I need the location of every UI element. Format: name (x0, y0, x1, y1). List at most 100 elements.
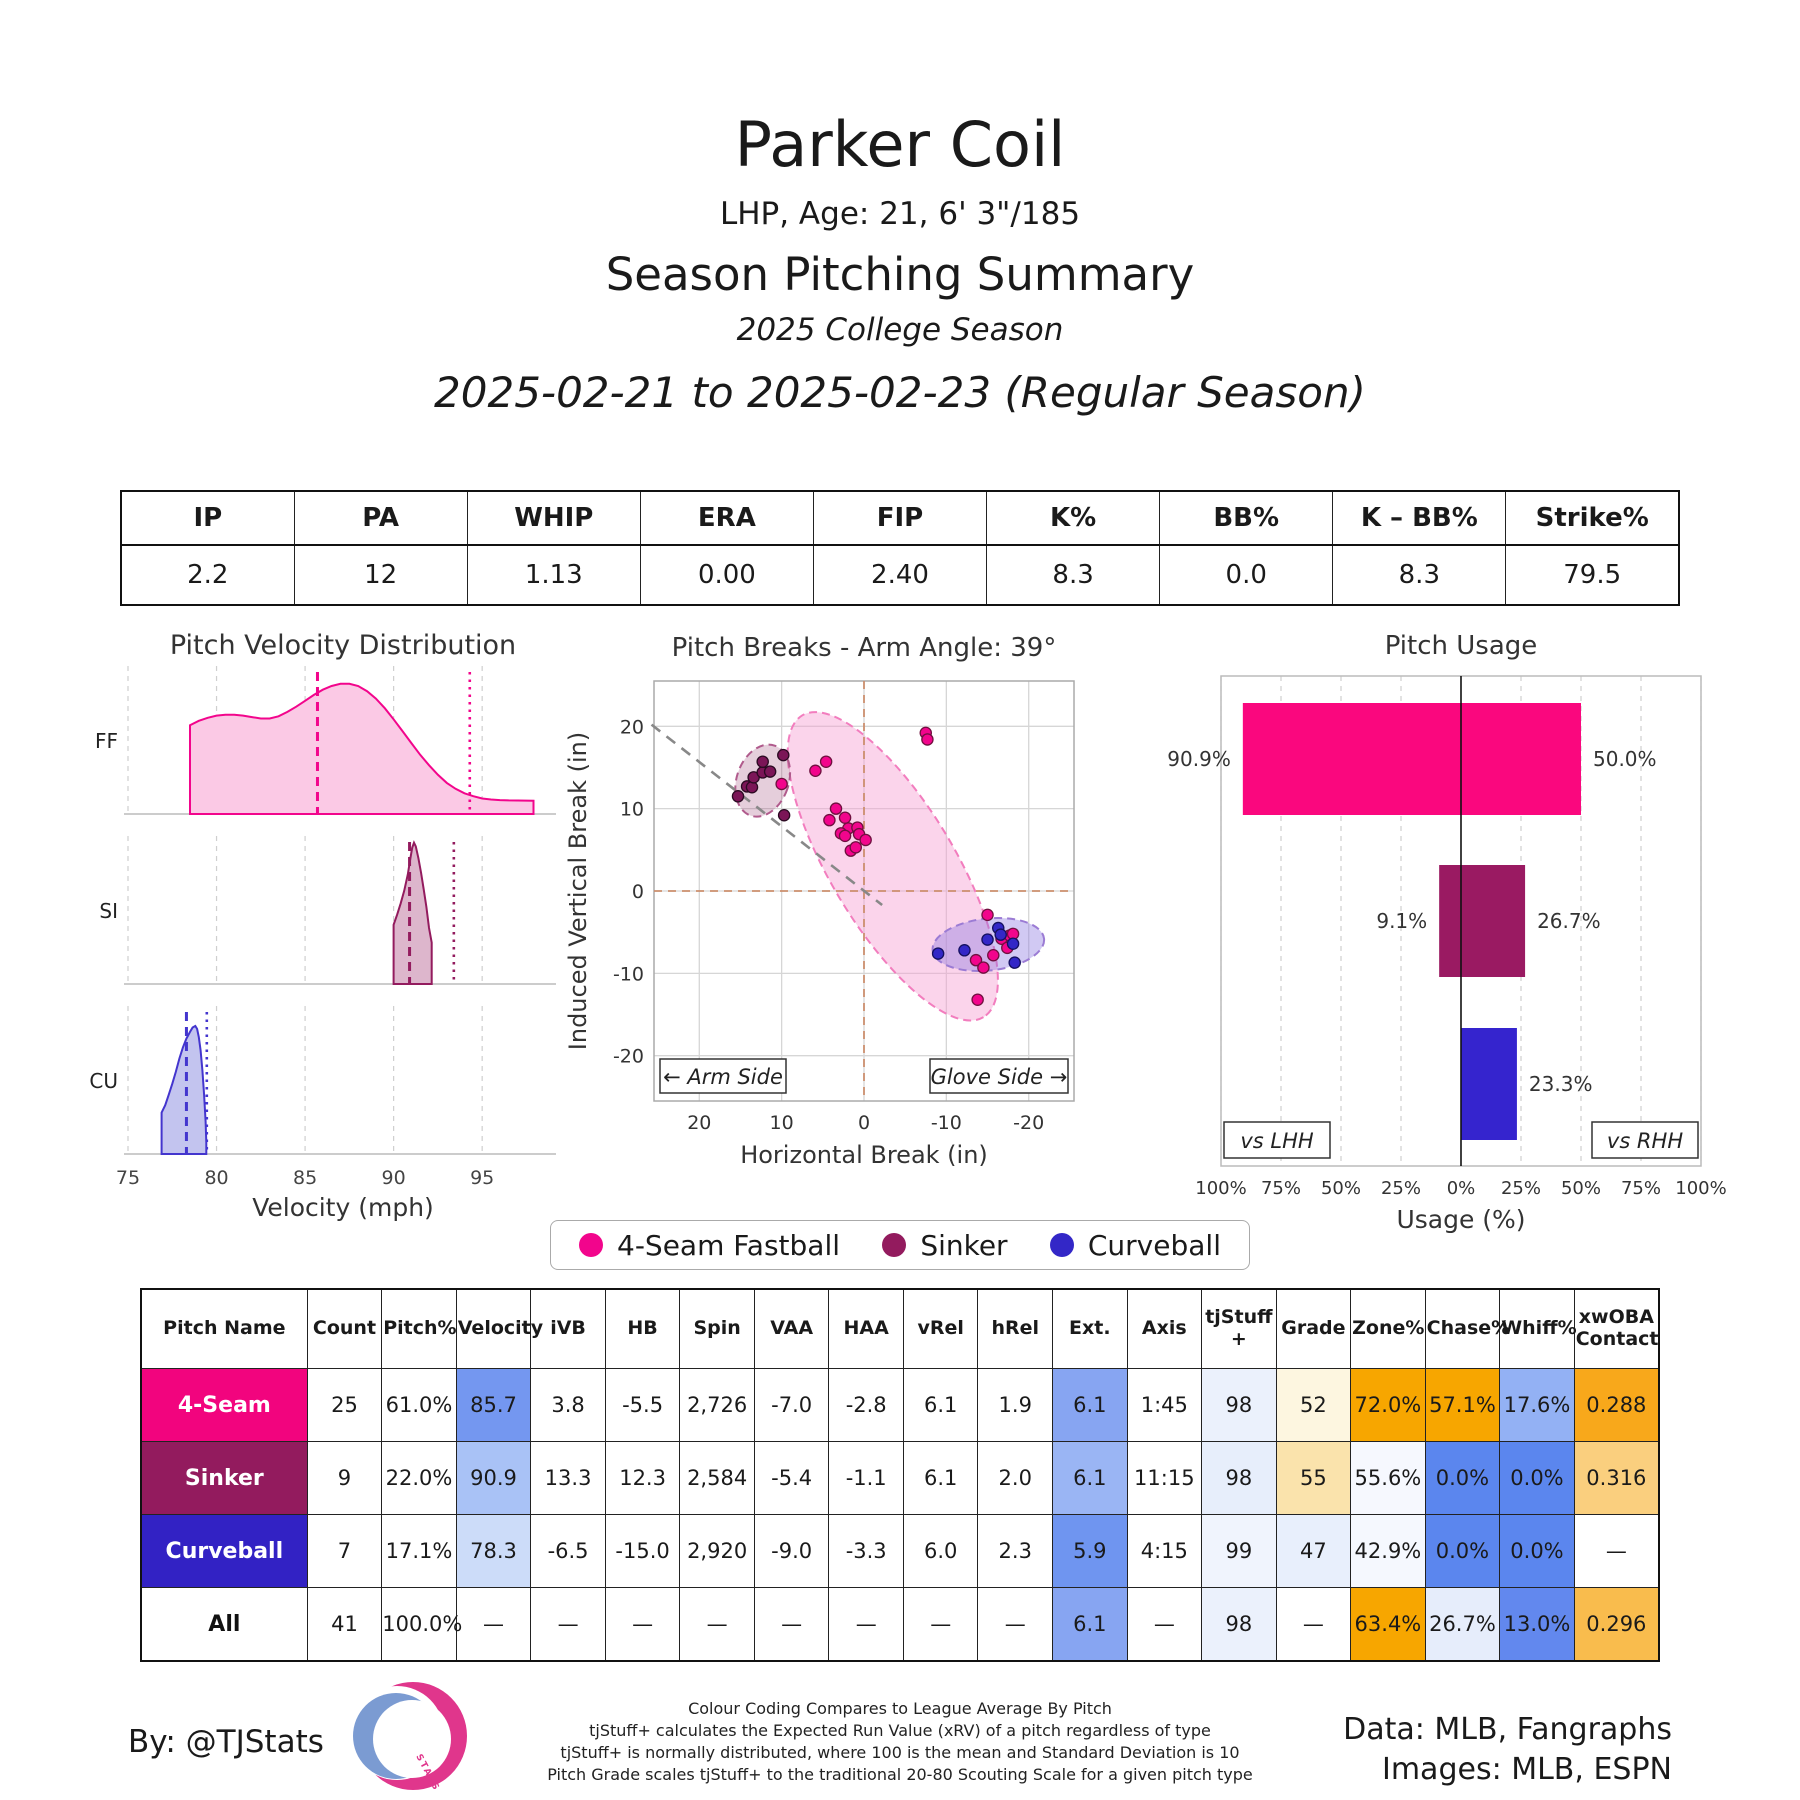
pitch-stat-cell: 41 (306, 1587, 383, 1662)
pitch-stat-cell: 13.0% (1499, 1587, 1575, 1662)
usage-right-label: 26.7% (1537, 909, 1601, 933)
pitch-table-col-header: Grade (1275, 1288, 1352, 1369)
pitch-stat-cell: 98 (1201, 1368, 1277, 1442)
pitch-stat-cell: 7 (306, 1514, 383, 1588)
pitch-table-col-header: Chase% (1424, 1288, 1510, 1369)
pitch-stat-cell: -6.5 (530, 1514, 606, 1588)
pitch-stat-cell: — (1126, 1587, 1203, 1662)
data-credit-line: Data: MLB, Fangraphs (1343, 1712, 1672, 1747)
pitch-stat-cell: 78.3 (455, 1514, 532, 1588)
pitch-table-row-all: All 41 100.0% — — — — — — — —6.1—98—63.4% 26.7% 13.0… (140, 1587, 1660, 1662)
pitch-stat-cell: 17.1% (381, 1514, 457, 1588)
pitch-point-curveball (1008, 956, 1021, 969)
summary-col-header: IP (120, 490, 295, 546)
legend-item-4-seam-fastball: 4-Seam Fastball (579, 1229, 840, 1262)
pitch-stat-cell: 5.9 (1052, 1514, 1128, 1588)
pitch-table-col-header: Pitch Name (140, 1288, 308, 1369)
pitch-stat-cell: 55 (1275, 1441, 1352, 1515)
pitch-stat-cell: -1.1 (828, 1441, 904, 1515)
pitch-stat-cell: 2,726 (679, 1368, 755, 1442)
summary-col-header: FIP (812, 490, 988, 546)
pitch-point-4-seam-fastball (859, 833, 872, 847)
player-name: Parker Coil (734, 108, 1066, 181)
pitch-name-cell: All (140, 1587, 308, 1662)
legend-dot-icon (579, 1233, 603, 1257)
x-tick-label: -10 (931, 1112, 962, 1134)
pitch-stat-cell: -3.3 (828, 1514, 904, 1588)
pitch-stat-cell: 98 (1201, 1587, 1277, 1662)
pitch-stat-cell: 90.9 (455, 1441, 532, 1515)
x-tick-label: 90 (382, 1167, 406, 1189)
footnote-line: tjStuff+ is normally distributed, where … (560, 1743, 1240, 1762)
summary-col-header: BB% (1159, 490, 1334, 546)
pitch-stat-cell: 72.0% (1350, 1368, 1426, 1442)
legend-label: Sinker (920, 1228, 1008, 1262)
player-bio: LHP, Age: 21, 6' 3"/185 (719, 196, 1081, 232)
pitch-table-col-header: Zone% (1350, 1288, 1426, 1369)
vs-lhh-label: vs LHH (1240, 1129, 1314, 1153)
byline: By: @TJStats (128, 1724, 324, 1760)
glove-side-box (929, 1058, 1069, 1094)
pitch-stat-cell: 3.8 (530, 1368, 606, 1442)
pitch-stat-cell: 98 (1201, 1441, 1277, 1515)
pitch-point-4-seam-fastball (977, 961, 990, 974)
pitch-stat-cell: -2.8 (828, 1368, 904, 1442)
pitch-table-row-sinker: Sinker 9 22.0% 90.9 13.3 12.3 2,584 -5.4 -1.1 6.1… (140, 1441, 1660, 1515)
pitch-point-curveball (1006, 937, 1020, 950)
vs-lhh-box (1223, 1121, 1331, 1159)
pitch-name-cell: Curveball (140, 1514, 308, 1588)
pitch-stat-cell: 6.1 (902, 1368, 979, 1442)
pitch-point-4-seam-fastball (809, 764, 822, 778)
report-title: Season Pitching Summary (605, 248, 1195, 301)
pitch-point-4-seam-fastball (981, 908, 994, 922)
pitch-stat-cell: -7.0 (753, 1368, 830, 1442)
summary-col-header: PA (293, 490, 468, 546)
pitch-point-curveball (931, 947, 945, 960)
pitch-table-col-header: Ext. (1052, 1288, 1128, 1369)
pitch-stat-cell: -9.0 (753, 1514, 830, 1588)
pitch-stat-cell: 52 (1275, 1368, 1352, 1442)
x-tick-label: 75 (116, 1167, 140, 1189)
summary-value: 12 (293, 544, 468, 606)
legend-dot-icon (1049, 1233, 1074, 1257)
pitch-stat-cell: 13.3 (530, 1441, 606, 1515)
pitch-table-col-header: tjStuff + (1201, 1288, 1277, 1369)
breaks-chart-title: Pitch Breaks - Arm Angle: 39° (672, 633, 1057, 663)
pitch-stat-cell: 12.3 (604, 1441, 681, 1515)
pitch-table-col-header: Whiff% (1499, 1288, 1577, 1369)
pitch-point-4-seam-fastball (971, 993, 984, 1006)
legend-item-sinker: Sinker (882, 1228, 1008, 1262)
row-label-cu: CU (89, 1069, 118, 1093)
velocity-xlabel: Velocity (mph) (252, 1193, 434, 1222)
pitch-stat-cell: 42.9% (1350, 1514, 1426, 1588)
pitch-stat-cell: 6.1 (902, 1441, 979, 1515)
data-credits: Data: MLB, Fangraphs Images: MLB, ESPN (1343, 1710, 1672, 1790)
pitch-table-col-header: HB (604, 1288, 681, 1369)
y-tick-label: 0 (632, 881, 644, 903)
summary-stats-table: IP PA WHIP ERA FIP K% BB% K – BB% Strike% 2.2 12 1.… (120, 490, 1680, 606)
velocity-chart-title: Pitch Velocity Distribution (170, 630, 516, 661)
pitch-stat-cell: 0.288 (1573, 1368, 1660, 1442)
arm-side-label: ← Arm Side (663, 1065, 783, 1089)
pitch-table-col-header: HAA (828, 1288, 904, 1369)
pitch-stat-cell: — (1573, 1514, 1660, 1588)
pitch-stat-cell: 6.1 (1052, 1441, 1128, 1515)
pitch-table-col-header: xwOBA Contact (1573, 1288, 1660, 1369)
row-label-si: SI (99, 899, 118, 923)
x-tick-label: 50% (1321, 1178, 1361, 1199)
4-seam-ellipse (786, 711, 999, 1022)
pitch-stat-cell: 6.0 (902, 1514, 979, 1588)
season-label: 2025 College Season (736, 312, 1064, 348)
x-tick-label: 75% (1261, 1178, 1301, 1199)
pitch-point-sinker (777, 748, 790, 762)
legend-dot-icon (882, 1233, 907, 1257)
pitch-stat-cell: 22.0% (381, 1441, 457, 1515)
x-tick-label: 85 (293, 1167, 317, 1189)
pitch-point-4-seam-fastball (921, 733, 934, 746)
legend-label: 4-Seam Fastball (617, 1228, 841, 1262)
pitch-stat-cell: 11:15 (1126, 1441, 1203, 1515)
footnote-line: Colour Coding Compares to League Average… (688, 1699, 1112, 1718)
usage-right-label: 50.0% (1593, 747, 1657, 771)
pitch-stat-cell: 9 (306, 1441, 383, 1515)
